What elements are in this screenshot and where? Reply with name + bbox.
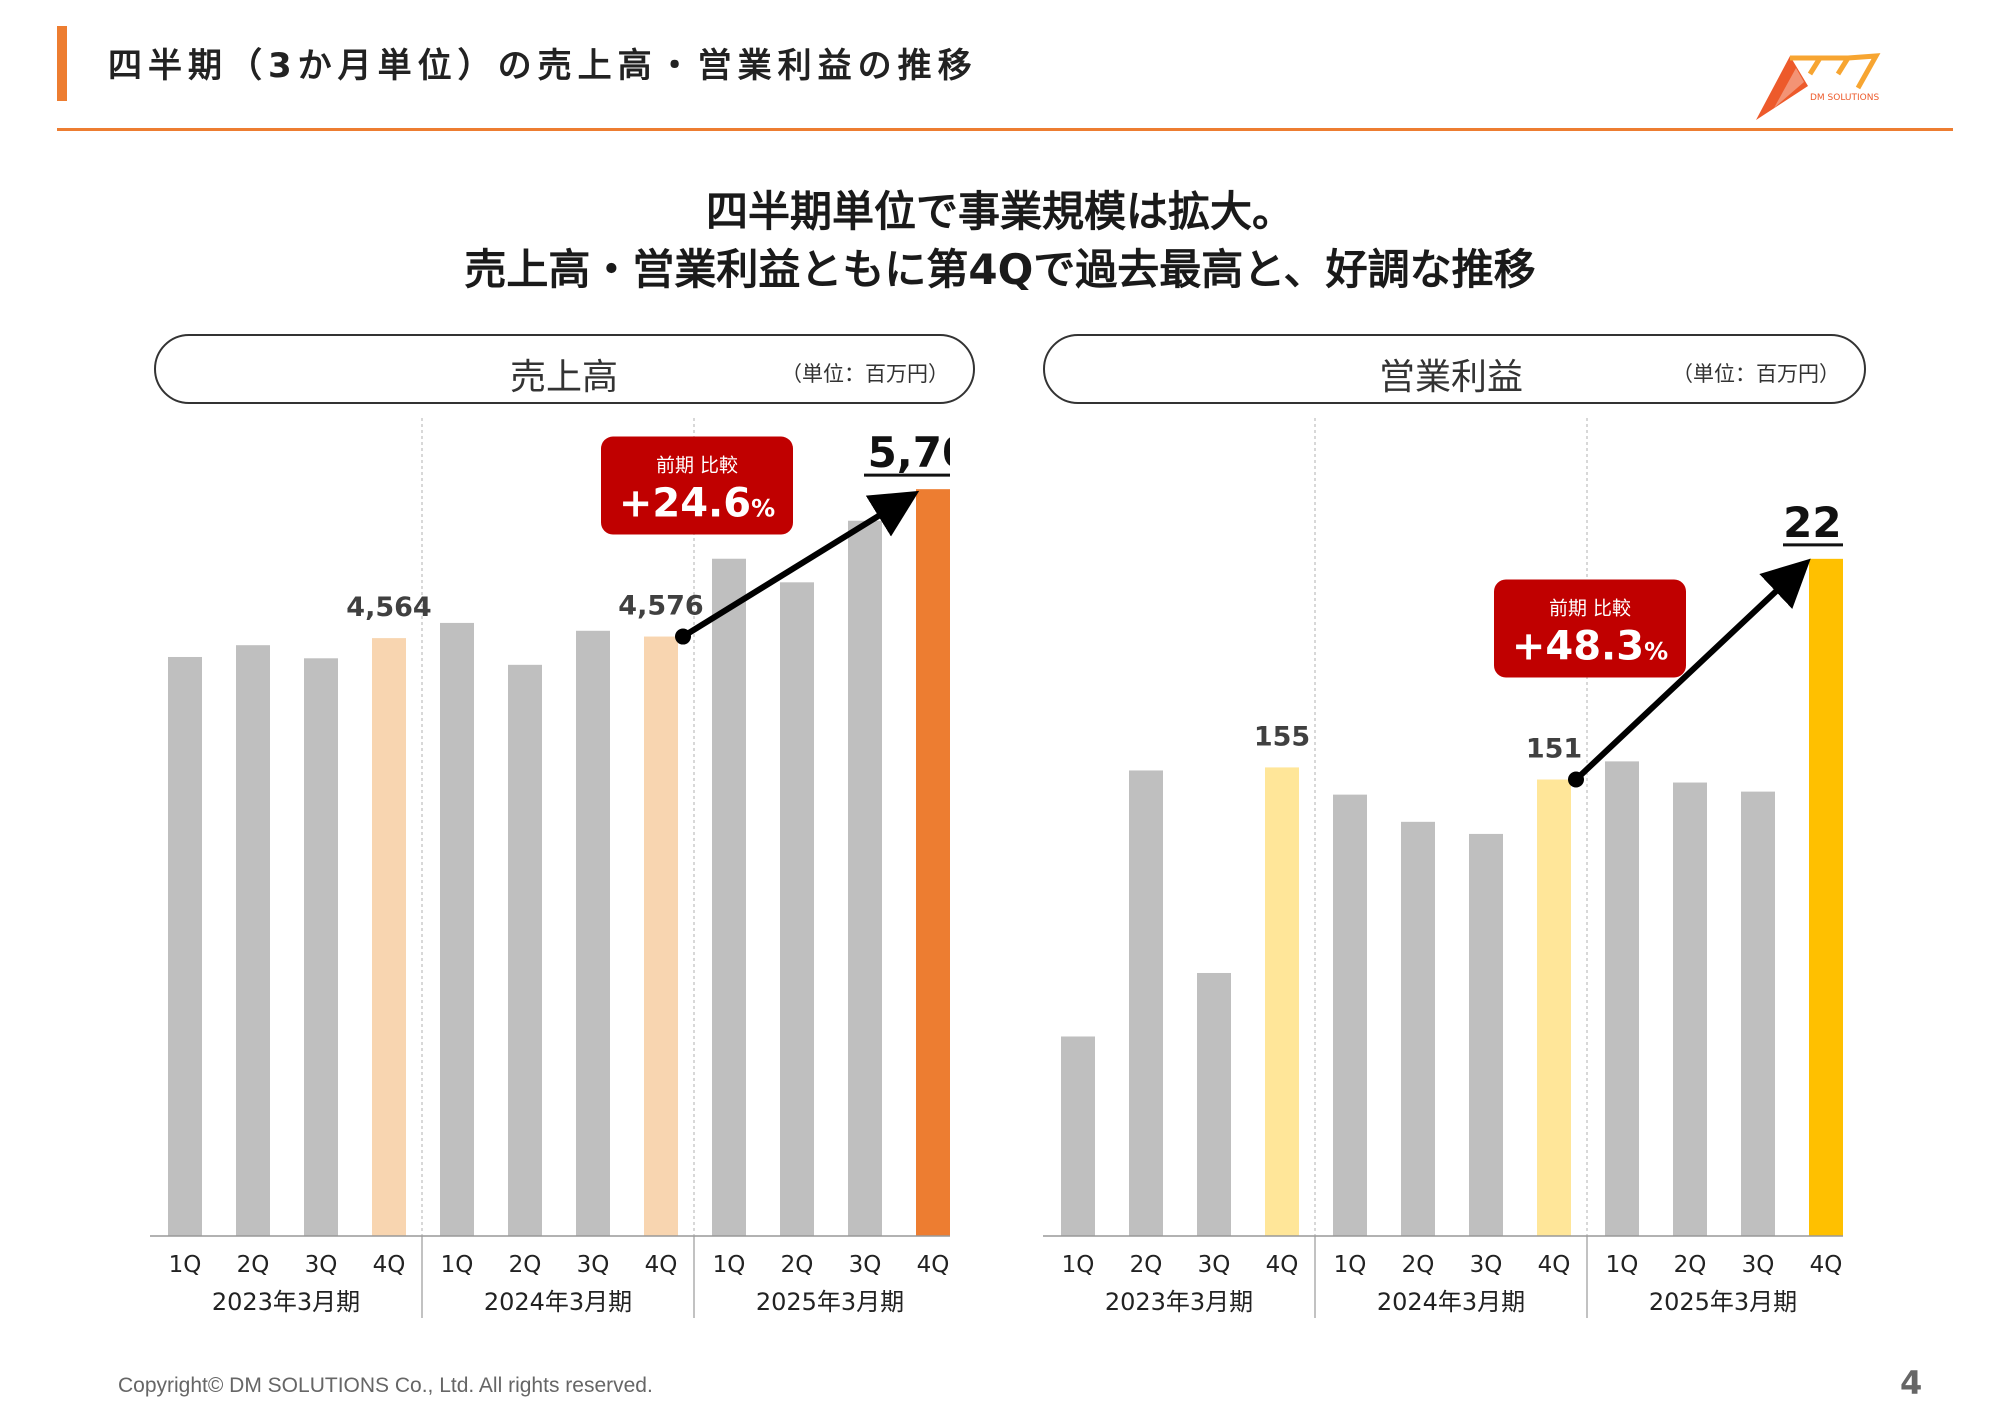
op-data-label: 155 (1254, 721, 1310, 752)
op-data-label-latest: 224 (1783, 498, 1843, 547)
sales-unit-label: （単位：百万円） (781, 362, 949, 386)
op-tick-label: 3Q (1470, 1252, 1503, 1278)
sales-data-label-latest: 5,701 (868, 428, 950, 477)
op-tick-label: 2Q (1130, 1252, 1163, 1278)
operating-profit-bar-chart: 1Q 2Q 3Q 4Q 1Q 2Q 3Q 4Q 1Q 2Q 3Q 4Q 2023年3月期 2024年3月期… (1043, 418, 1843, 1318)
op-bar (1333, 794, 1367, 1236)
sales-bar (780, 582, 814, 1236)
page-title: 四半期（3か月単位）の売上高・営業利益の推移 (108, 46, 978, 86)
sales-group-label: 2024年3月期 (484, 1288, 632, 1316)
sales-tick-label: 3Q (305, 1252, 338, 1278)
sales-tick-label: 4Q (645, 1252, 678, 1278)
op-bar (1129, 770, 1163, 1236)
op-bar (1401, 821, 1435, 1236)
sales-callout-label: 前期 比較 (656, 455, 738, 477)
op-callout-box (1494, 579, 1686, 678)
op-bar (1197, 972, 1231, 1236)
sales-tick-label: 4Q (373, 1252, 406, 1278)
op-tick-label: 1Q (1606, 1252, 1639, 1278)
op-group-label: 2023年3月期 (1105, 1288, 1253, 1316)
op-tick-label: 4Q (1266, 1252, 1299, 1278)
sales-tick-label: 1Q (441, 1252, 474, 1278)
dm-solutions-logo: DM SOLUTIONS (1756, 53, 1881, 120)
sales-bar (304, 658, 338, 1236)
sales-data-label: 4,576 (618, 591, 703, 622)
sales-bar (576, 630, 610, 1236)
sales-chart-title: 売上高 (510, 357, 619, 398)
sales-bar (916, 489, 950, 1236)
op-bar (1469, 833, 1503, 1236)
sales-growth-callout: 前期 比較 +24.6% (601, 436, 793, 535)
sales-group-label: 2023年3月期 (212, 1288, 360, 1316)
sales-tick-label: 1Q (713, 1252, 746, 1278)
op-tick-label: 1Q (1334, 1252, 1367, 1278)
sales-callout-value: +24.6% (619, 481, 775, 527)
op-bar (1605, 761, 1639, 1236)
op-chart-title: 営業利益 (1379, 357, 1524, 398)
headline-line-1: 四半期単位で事業規模は拡大。 (705, 187, 1294, 236)
sales-tick-label: 2Q (237, 1252, 270, 1278)
op-growth-callout: 前期 比較 +48.3% (1494, 579, 1686, 678)
op-callout-label: 前期 比較 (1549, 598, 1631, 620)
sales-data-label: 4,564 (346, 592, 431, 623)
op-group-label: 2025年3月期 (1649, 1288, 1797, 1316)
sales-bar (508, 664, 542, 1236)
op-data-label: 151 (1526, 734, 1582, 765)
sales-bar (644, 636, 678, 1236)
logo-text: DM SOLUTIONS (1810, 93, 1879, 103)
copyright-text: Copyright© DM SOLUTIONS Co., Ltd. All ri… (118, 1374, 653, 1397)
sales-tick-label: 2Q (781, 1252, 814, 1278)
sales-bar (236, 645, 270, 1236)
sales-bar (372, 638, 406, 1236)
sales-group-label: 2025年3月期 (756, 1288, 904, 1316)
op-unit-label: （単位：百万円） (1672, 362, 1840, 386)
sales-tick-label: 1Q (169, 1252, 202, 1278)
op-bar (1673, 782, 1707, 1236)
sales-tick-label: 2Q (509, 1252, 542, 1278)
sales-tick-label: 3Q (849, 1252, 882, 1278)
sales-tick-label: 3Q (577, 1252, 610, 1278)
op-title-pill: 営業利益 （単位：百万円） (1043, 334, 1866, 404)
sales-bar (168, 656, 202, 1236)
sales-bar (848, 520, 882, 1236)
op-bar (1265, 767, 1299, 1236)
op-tick-label: 1Q (1062, 1252, 1095, 1278)
op-callout-value: +48.3% (1512, 624, 1668, 670)
op-bar (1809, 558, 1843, 1236)
op-tick-label: 4Q (1538, 1252, 1571, 1278)
sales-tick-label: 4Q (917, 1252, 950, 1278)
op-tick-label: 3Q (1198, 1252, 1231, 1278)
header-divider (57, 128, 1953, 131)
op-tick-label: 2Q (1402, 1252, 1435, 1278)
title-accent-bar (57, 26, 67, 101)
op-group-label: 2024年3月期 (1377, 1288, 1525, 1316)
sales-bar (440, 622, 474, 1236)
op-tick-label: 2Q (1674, 1252, 1707, 1278)
op-bar (1061, 1036, 1095, 1236)
op-tick-label: 3Q (1742, 1252, 1775, 1278)
op-bar (1741, 791, 1775, 1236)
op-tick-label: 4Q (1810, 1252, 1843, 1278)
sales-title-pill: 売上高 （単位：百万円） (154, 334, 975, 404)
page-number: 4 (1900, 1364, 1923, 1402)
sales-growth-arrow (681, 490, 920, 640)
op-growth-arrow (1573, 558, 1811, 782)
op-bar (1537, 779, 1571, 1236)
sales-bar (712, 558, 746, 1236)
headline-line-2: 売上高・営業利益ともに第4Qで過去最高と、好調な推移 (464, 245, 1536, 294)
sales-callout-box (601, 436, 793, 535)
sales-bar-chart: 1Q 2Q 3Q 4Q 1Q 2Q 3Q 4Q 1Q 2Q 3Q 4Q 2023年3月期 2024年3月期… (150, 418, 950, 1318)
